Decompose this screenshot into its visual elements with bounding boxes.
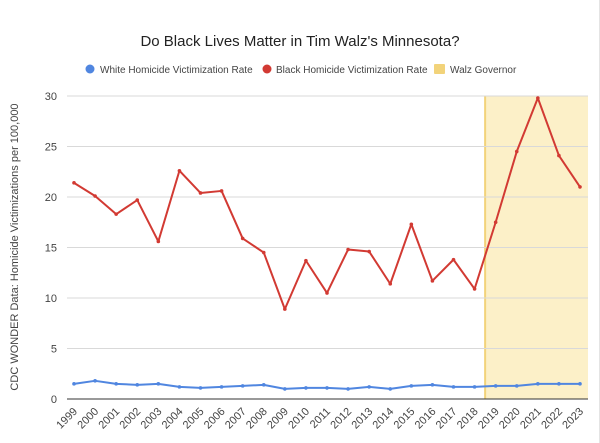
data-point (93, 194, 97, 198)
gridlines (67, 95, 588, 349)
data-point (409, 384, 414, 388)
legend-label-walz: Walz Governor (450, 65, 517, 76)
legend-label-white: White Homicide Victimization Rate (100, 65, 253, 76)
data-point (114, 212, 118, 216)
x-tick-label: 2005 (181, 406, 207, 432)
data-point (240, 236, 245, 241)
data-point (557, 153, 561, 158)
y-tick-label: 0 (51, 394, 57, 406)
data-point (409, 222, 414, 227)
x-tick-label: 2007 (223, 406, 249, 432)
data-point (283, 387, 287, 391)
data-point (472, 287, 477, 291)
data-point (135, 383, 140, 387)
data-point (367, 249, 371, 254)
chart-title: Do Black Lives Matter in Tim Walz's Minn… (140, 33, 459, 50)
data-point (451, 257, 456, 262)
data-point (114, 382, 118, 386)
data-point (93, 379, 97, 383)
x-tick-label: 2019 (476, 406, 502, 432)
data-point (156, 239, 161, 244)
x-tick-label: 2013 (349, 406, 375, 432)
x-tick-label: 2003 (139, 406, 165, 432)
data-point (72, 181, 76, 185)
data-point (219, 385, 224, 389)
y-axis-ticks: 0 5 10 15 20 25 30 (45, 91, 57, 406)
x-tick-label: 2004 (160, 406, 186, 432)
x-tick-label: 2023 (560, 406, 586, 432)
data-point (156, 382, 161, 386)
data-point (451, 385, 456, 389)
x-tick-label: 2006 (202, 406, 228, 432)
data-point (388, 387, 393, 391)
data-point (493, 384, 498, 388)
data-point (493, 220, 498, 225)
data-point (72, 382, 76, 386)
x-axis-ticks: 1999200020012002200320042005200620072008… (54, 406, 586, 432)
data-point (283, 307, 287, 311)
y-tick-label: 25 (45, 142, 57, 154)
y-tick-label: 5 (51, 344, 57, 356)
x-tick-label: 2015 (392, 406, 418, 432)
data-point (430, 279, 435, 283)
data-point (557, 382, 561, 386)
x-tick-label: 2022 (539, 406, 565, 432)
x-tick-label: 2012 (328, 406, 354, 432)
data-point (514, 384, 519, 388)
y-tick-label: 10 (45, 293, 57, 305)
x-tick-label: 2002 (118, 406, 144, 432)
data-point (514, 149, 519, 154)
x-tick-label: 2021 (518, 406, 544, 432)
data-point (304, 386, 308, 390)
data-point (177, 168, 182, 173)
y-tick-label: 15 (45, 243, 57, 255)
y-tick-label: 20 (45, 192, 57, 204)
data-point (578, 382, 582, 386)
data-point (240, 384, 245, 388)
data-point (198, 386, 203, 390)
legend-marker-black (262, 64, 272, 74)
legend: White Homicide Victimization Rate Black … (85, 64, 517, 76)
data-point (536, 96, 540, 100)
y-tick-label: 30 (45, 91, 57, 103)
x-tick-label: 2008 (244, 406, 270, 432)
data-point (346, 247, 350, 252)
data-point (261, 250, 266, 255)
x-tick-label: 2010 (286, 406, 312, 432)
x-tick-label: 2018 (455, 406, 481, 432)
data-point (325, 291, 329, 295)
x-tick-label: 1999 (54, 406, 80, 432)
data-point (430, 383, 435, 387)
data-point (472, 385, 477, 389)
data-point (578, 185, 582, 189)
x-tick-label: 2000 (75, 406, 101, 432)
y-axis-label: CDC WONDER Data: Homicide Victimizations… (9, 103, 21, 390)
data-point (198, 191, 203, 195)
legend-label-black: Black Homicide Victimization Rate (276, 65, 428, 76)
x-tick-label: 2014 (371, 406, 397, 432)
x-tick-label: 2020 (497, 406, 523, 432)
data-point (261, 383, 266, 387)
data-point (135, 198, 140, 202)
x-tick-label: 2017 (434, 406, 460, 432)
data-point (536, 382, 540, 386)
x-tick-label: 2009 (265, 406, 291, 432)
data-point (346, 387, 350, 391)
data-point (219, 189, 224, 193)
data-point (388, 282, 393, 286)
data-point (304, 258, 308, 263)
data-point (325, 386, 329, 390)
series-layer (72, 96, 582, 391)
legend-marker-white (85, 64, 95, 74)
x-tick-label: 2016 (413, 406, 439, 432)
x-tick-label: 2011 (308, 406, 333, 431)
data-point (367, 385, 371, 389)
legend-marker-walz (434, 64, 445, 74)
x-tick-label: 2001 (96, 406, 122, 432)
data-point (177, 385, 182, 389)
